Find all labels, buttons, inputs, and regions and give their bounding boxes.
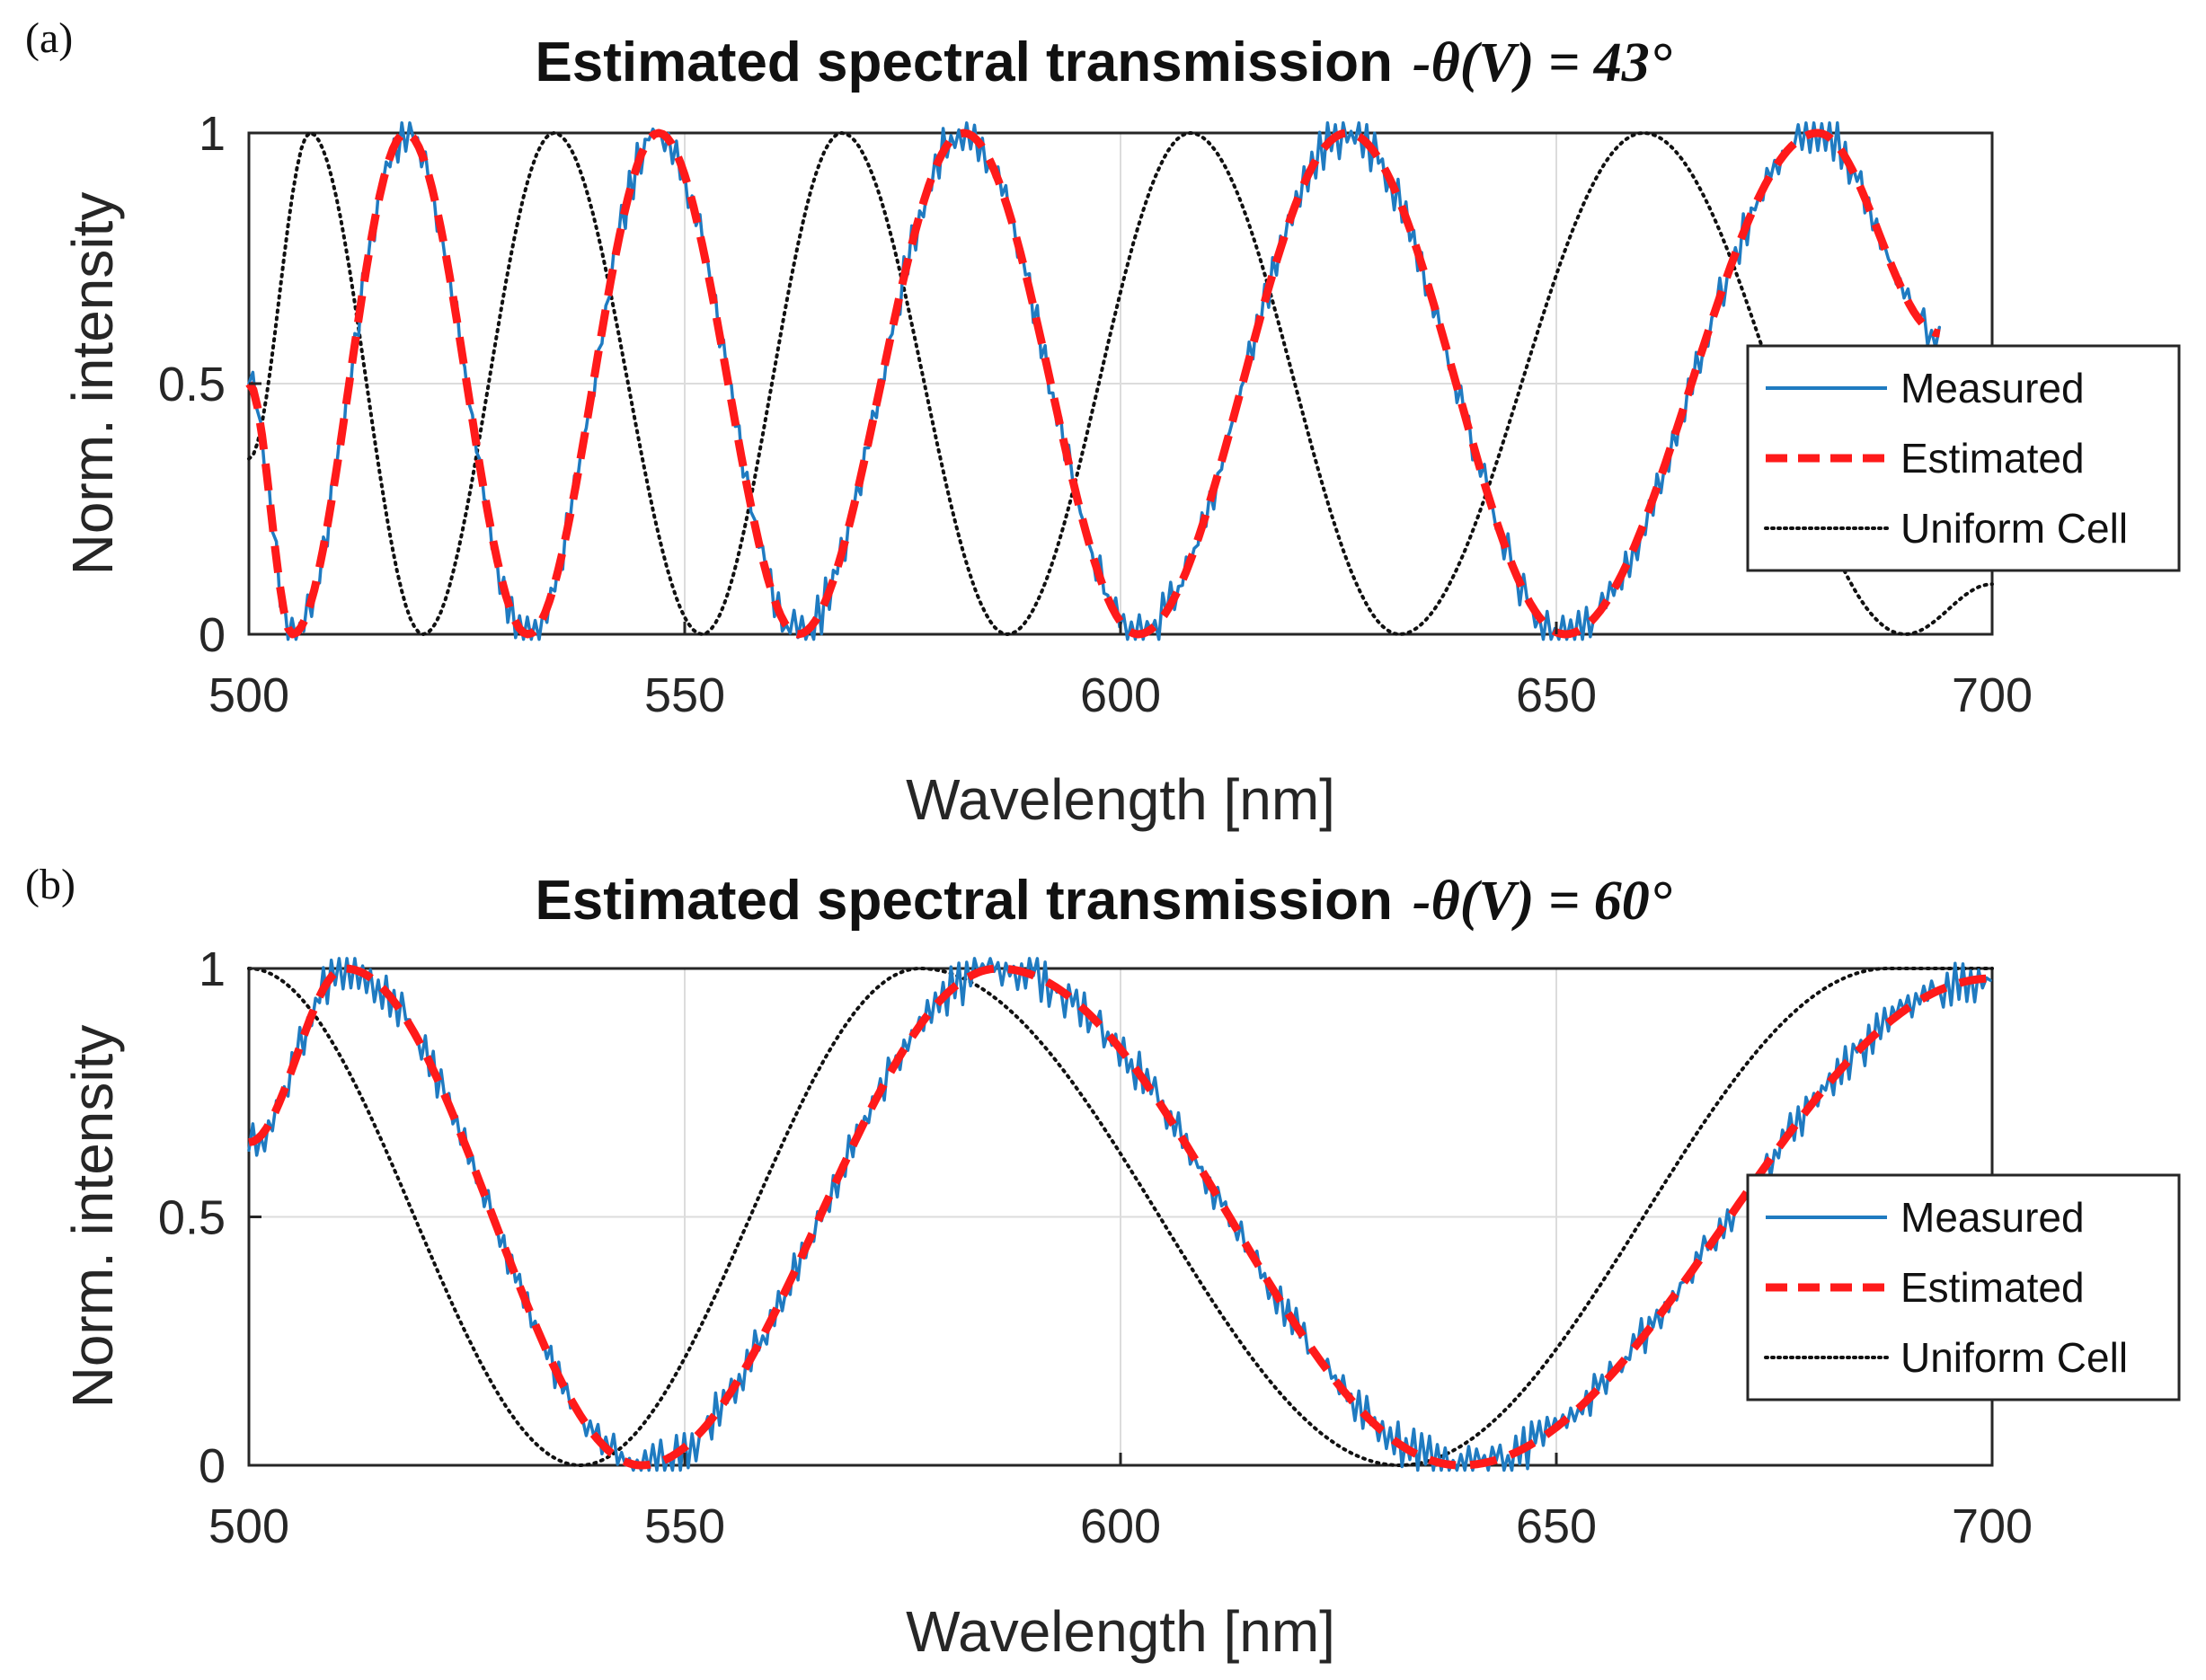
x-tick-label: 550 <box>644 1499 725 1553</box>
chart-title: Estimated spectral transmission -θ(V) = 6… <box>535 870 1671 932</box>
y-axis-label: Norm. intensity <box>60 1025 125 1409</box>
series-uniform-cell <box>247 967 1994 1467</box>
chart-title-main: Estimated spectral transmission <box>535 31 1392 93</box>
grid <box>249 968 1992 1465</box>
x-tick-label: 700 <box>1952 1499 2033 1553</box>
chart-title-suffix: -θ(V) = 60° <box>1413 871 1672 932</box>
x-tick-label: 700 <box>1952 668 2033 722</box>
y-tick-label: 1 <box>199 107 226 161</box>
series-layer <box>247 957 1994 1472</box>
x-tick-label: 650 <box>1516 668 1597 722</box>
chart-title: Estimated spectral transmission -θ(V) = 4… <box>535 31 1671 93</box>
y-axis-label: Norm. intensity <box>60 192 125 576</box>
x-ticks: 500 550 600 650 700 <box>208 622 2033 722</box>
legend-measured-label: Measured <box>1900 365 2085 411</box>
panel-a: (a) Estimated spectral transmission -θ(V)… <box>25 14 2181 832</box>
panel-label: (a) <box>25 14 73 62</box>
legend: Measured Estimated Uniform Cell <box>1746 1173 2181 1401</box>
legend-uniform-label: Uniform Cell <box>1900 1334 2128 1381</box>
x-tick-label: 500 <box>208 668 289 722</box>
series-estimated <box>248 964 1992 1470</box>
x-tick-label: 600 <box>1080 1499 1161 1553</box>
legend-measured-label: Measured <box>1900 1194 2085 1241</box>
x-tick-label: 650 <box>1516 1499 1597 1553</box>
chart-title-main: Estimated spectral transmission <box>535 870 1392 932</box>
x-axis-label: Wavelength [nm] <box>906 767 1335 832</box>
grid <box>249 133 1992 634</box>
y-tick-label: 0 <box>199 608 226 662</box>
chart-title-suffix: -θ(V) = 43° <box>1413 32 1672 93</box>
y-ticks: 00.51 <box>158 942 261 1493</box>
y-tick-label: 0.5 <box>158 358 226 411</box>
legend-estimated-label: Estimated <box>1900 1264 2085 1311</box>
legend: Measured Estimated Uniform Cell <box>1746 344 2181 572</box>
series-layer <box>245 121 1994 641</box>
y-tick-label: 0.5 <box>158 1191 226 1245</box>
legend-estimated-label: Estimated <box>1900 435 2085 482</box>
y-tick-label: 1 <box>199 942 226 996</box>
legend-uniform-label: Uniform Cell <box>1900 505 2128 552</box>
x-ticks: 500 550 600 650 700 <box>208 1453 2033 1553</box>
x-axis-label: Wavelength [nm] <box>906 1599 1335 1664</box>
x-tick-label: 550 <box>644 668 725 722</box>
series-estimated <box>245 128 1941 639</box>
series-uniform-cell <box>247 131 1994 636</box>
x-tick-label: 600 <box>1080 668 1161 722</box>
x-tick-label: 500 <box>208 1499 289 1553</box>
y-tick-label: 0 <box>199 1439 226 1493</box>
panel-label: (b) <box>25 861 75 908</box>
y-ticks: 00.51 <box>158 107 261 662</box>
panel-b: (b) Estimated spectral transmission -θ(V)… <box>25 861 2181 1664</box>
